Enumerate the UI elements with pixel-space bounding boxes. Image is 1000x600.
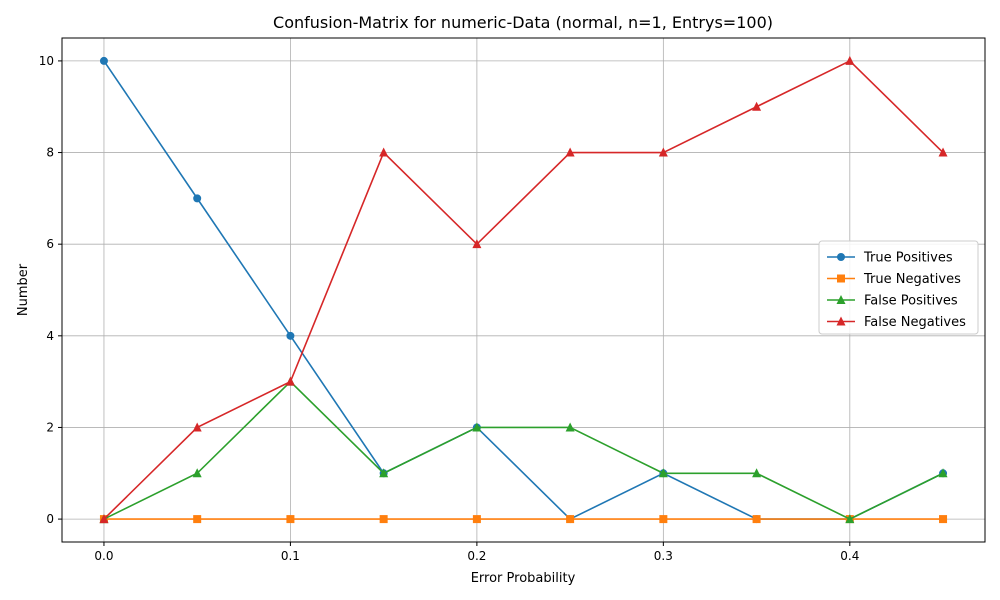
data-point-false-negatives: [938, 147, 948, 157]
data-point-false-negatives: [752, 101, 762, 111]
legend-swatch-marker: [836, 316, 846, 326]
x-tick-label: 0.2: [467, 549, 486, 563]
data-point-false-positives: [472, 422, 482, 432]
series-line-false-negatives: [103, 59, 944, 520]
data-point-false-negatives: [379, 147, 389, 157]
y-tick-label: 6: [46, 237, 54, 251]
data-point-true-negatives: [472, 515, 481, 524]
data-point-false-negatives: [565, 147, 575, 157]
series-line-false-positives: [103, 380, 944, 520]
data-point-true-positives: [286, 331, 295, 340]
legend-label: False Positives: [864, 294, 958, 309]
y-tick-label: 2: [46, 420, 54, 434]
data-point-false-positives: [565, 422, 575, 432]
legend-swatch-marker: [837, 274, 845, 283]
data-point-false-positives: [658, 468, 668, 478]
data-point-false-negatives: [192, 422, 202, 432]
y-tick-label: 10: [39, 54, 54, 68]
data-point-true-negatives: [193, 515, 202, 524]
data-point-false-negatives: [285, 376, 295, 386]
data-point-false-positives: [192, 468, 202, 478]
legend-item-true-positives: True Positives: [827, 251, 953, 266]
data-point-true-positives: [99, 56, 108, 65]
plot-area-frame: [61, 37, 986, 543]
data-point-true-negatives: [379, 515, 388, 524]
y-tick-label: 0: [46, 512, 54, 526]
x-tick-label: 0.0: [94, 549, 113, 563]
legend-item-false-negatives: False Negatives: [827, 315, 966, 330]
x-tick-label: 0.4: [840, 549, 859, 563]
legend-item-true-negatives: True Negatives: [827, 272, 961, 287]
x-axis-ticks: 0.0 0.1 0.2 0.3 0.4: [94, 542, 859, 563]
legend-box: [818, 240, 979, 335]
data-point-true-negatives: [659, 515, 668, 524]
data-point-true-negatives: [939, 515, 948, 524]
data-point-false-negatives: [658, 147, 668, 157]
legend-swatch-marker: [836, 295, 846, 304]
y-tick-label: 8: [46, 146, 54, 160]
legend-swatch-marker: [837, 253, 845, 261]
data-point-false-negatives: [99, 514, 109, 524]
data-point-true-negatives: [752, 515, 761, 524]
y-axis-label: Number: [16, 263, 31, 316]
series-layer: [99, 55, 948, 524]
data-point-false-positives: [938, 468, 948, 478]
series-false-negatives: [99, 55, 948, 524]
x-tick-label: 0.3: [654, 549, 673, 563]
grid-lines: [62, 38, 985, 542]
data-point-true-negatives: [286, 515, 295, 524]
legend-item-false-positives: False Positives: [827, 294, 958, 309]
chart-title: Confusion-Matrix for numeric-Data (norma…: [273, 13, 773, 32]
data-point-false-positives: [845, 514, 855, 524]
data-point-false-negatives: [845, 55, 855, 65]
data-point-false-negatives: [472, 239, 482, 249]
x-axis-label: Error Probability: [471, 571, 576, 586]
legend: True Positives True Negatives False Positi…: [818, 240, 979, 335]
legend-label: False Negatives: [864, 315, 966, 330]
data-point-false-positives: [379, 468, 389, 478]
x-tick-label: 0.1: [281, 549, 300, 563]
data-point-true-negatives: [566, 515, 575, 524]
legend-label: True Positives: [863, 251, 953, 266]
y-tick-label: 4: [46, 329, 54, 343]
y-axis-ticks: 0 2 4 6 8 10: [39, 54, 62, 526]
data-point-true-positives: [193, 194, 202, 203]
data-point-false-positives: [752, 468, 762, 478]
legend-label: True Negatives: [863, 272, 961, 287]
